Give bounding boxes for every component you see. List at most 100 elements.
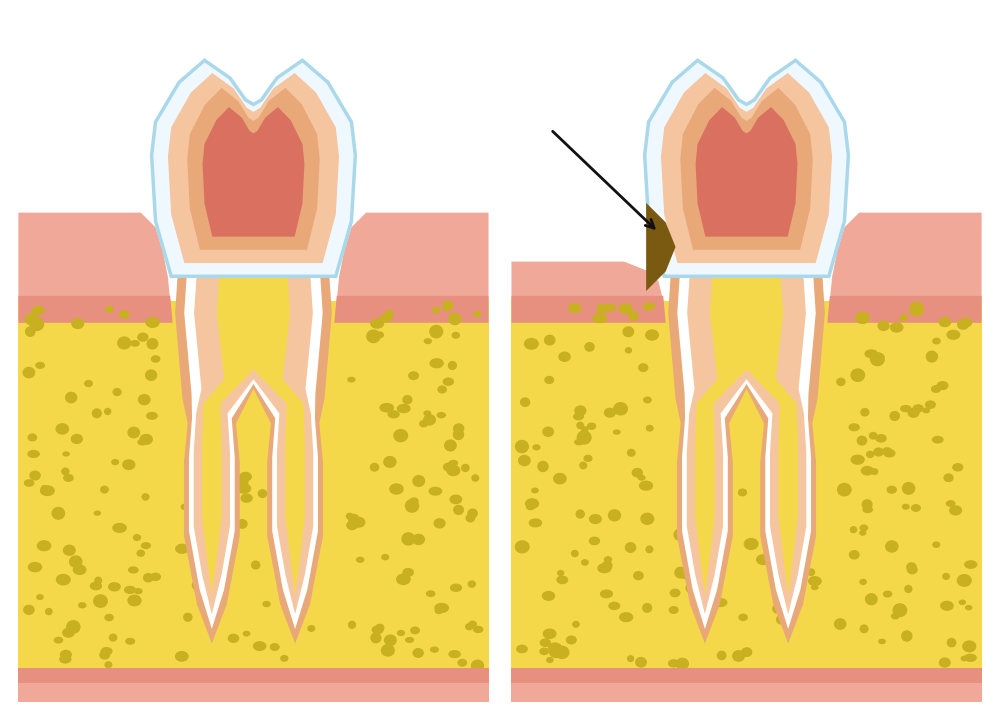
Ellipse shape: [152, 356, 160, 362]
Ellipse shape: [809, 577, 821, 586]
Ellipse shape: [181, 504, 189, 510]
Ellipse shape: [348, 377, 355, 382]
Polygon shape: [668, 277, 825, 644]
Ellipse shape: [905, 586, 912, 592]
Polygon shape: [175, 277, 332, 644]
Ellipse shape: [184, 613, 192, 621]
Ellipse shape: [933, 338, 940, 344]
Ellipse shape: [863, 507, 872, 513]
Ellipse shape: [900, 315, 908, 321]
Ellipse shape: [644, 397, 651, 403]
Ellipse shape: [961, 656, 967, 661]
Ellipse shape: [540, 639, 550, 647]
Ellipse shape: [584, 455, 592, 461]
Ellipse shape: [23, 368, 35, 378]
Ellipse shape: [105, 662, 112, 668]
Ellipse shape: [698, 506, 709, 515]
Ellipse shape: [430, 326, 443, 337]
Ellipse shape: [866, 594, 877, 605]
Ellipse shape: [953, 464, 963, 471]
Ellipse shape: [933, 437, 943, 443]
Ellipse shape: [308, 626, 315, 631]
Ellipse shape: [138, 333, 148, 341]
Ellipse shape: [619, 303, 632, 313]
Ellipse shape: [347, 521, 357, 529]
Ellipse shape: [134, 535, 140, 540]
Ellipse shape: [237, 520, 247, 528]
Ellipse shape: [424, 339, 431, 343]
Ellipse shape: [585, 342, 594, 351]
Ellipse shape: [902, 631, 912, 641]
Polygon shape: [645, 60, 848, 277]
Ellipse shape: [118, 337, 131, 349]
Ellipse shape: [192, 581, 206, 590]
Ellipse shape: [626, 348, 631, 353]
Polygon shape: [696, 107, 797, 237]
Ellipse shape: [739, 614, 747, 620]
Ellipse shape: [860, 525, 867, 531]
Ellipse shape: [941, 602, 953, 610]
Bar: [511, 668, 982, 683]
Ellipse shape: [390, 484, 403, 494]
Ellipse shape: [926, 401, 935, 408]
Ellipse shape: [474, 626, 483, 633]
Ellipse shape: [674, 529, 686, 540]
Ellipse shape: [28, 434, 37, 441]
Ellipse shape: [176, 544, 188, 553]
Ellipse shape: [517, 645, 527, 652]
Polygon shape: [511, 296, 666, 323]
Bar: [511, 678, 982, 702]
Polygon shape: [168, 73, 339, 263]
Ellipse shape: [72, 319, 84, 329]
Ellipse shape: [966, 606, 972, 610]
Ellipse shape: [519, 455, 530, 466]
Ellipse shape: [70, 556, 82, 568]
Ellipse shape: [902, 505, 909, 509]
Ellipse shape: [669, 607, 678, 613]
Ellipse shape: [397, 631, 404, 636]
Ellipse shape: [857, 437, 867, 445]
Ellipse shape: [958, 320, 965, 325]
Ellipse shape: [580, 463, 587, 468]
Ellipse shape: [427, 591, 435, 597]
Ellipse shape: [71, 434, 82, 443]
Ellipse shape: [304, 582, 311, 586]
Ellipse shape: [958, 321, 968, 329]
Ellipse shape: [472, 475, 479, 481]
Ellipse shape: [856, 312, 869, 324]
Ellipse shape: [874, 448, 883, 456]
Ellipse shape: [449, 313, 461, 324]
Ellipse shape: [453, 429, 463, 439]
Ellipse shape: [643, 604, 652, 613]
Ellipse shape: [946, 501, 955, 506]
Ellipse shape: [371, 634, 381, 643]
Ellipse shape: [527, 505, 534, 510]
Polygon shape: [646, 203, 676, 291]
Ellipse shape: [357, 557, 364, 563]
Polygon shape: [152, 60, 355, 277]
Ellipse shape: [943, 661, 949, 666]
Ellipse shape: [397, 574, 410, 584]
Ellipse shape: [614, 403, 626, 411]
Ellipse shape: [646, 426, 653, 431]
Ellipse shape: [420, 421, 428, 426]
Ellipse shape: [874, 353, 884, 362]
Ellipse shape: [67, 620, 80, 634]
Ellipse shape: [628, 450, 635, 456]
Ellipse shape: [883, 448, 891, 454]
Polygon shape: [687, 277, 806, 614]
Ellipse shape: [37, 541, 51, 550]
Ellipse shape: [851, 455, 864, 464]
Ellipse shape: [738, 489, 746, 496]
Ellipse shape: [94, 511, 100, 515]
Ellipse shape: [644, 303, 653, 310]
Ellipse shape: [947, 330, 960, 339]
Ellipse shape: [598, 564, 611, 573]
Ellipse shape: [947, 639, 956, 647]
Ellipse shape: [540, 648, 548, 654]
Ellipse shape: [447, 466, 460, 476]
Polygon shape: [661, 73, 832, 263]
Ellipse shape: [131, 341, 139, 346]
Ellipse shape: [893, 604, 907, 616]
Ellipse shape: [862, 500, 872, 509]
